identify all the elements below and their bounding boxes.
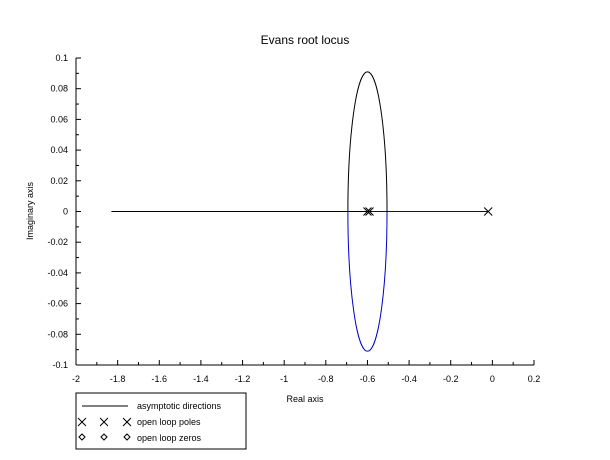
- y-tick-label: -0.04: [47, 268, 68, 278]
- legend-zeros-label: open loop zeros: [137, 433, 202, 443]
- legend-poles-label: open loop poles: [137, 417, 201, 427]
- legend-asymptote-label: asymptotic directions: [137, 401, 222, 411]
- y-tick-label: 0.1: [55, 53, 68, 63]
- legend-zero-diamond-marker: [123, 433, 131, 441]
- x-tick-label: -1.2: [235, 374, 251, 384]
- pole-marker-stroke: [99, 417, 109, 427]
- legend: asymptotic directions open loop poles op…: [75, 392, 247, 450]
- axes: -2 -1.8 -1.6 -1.4 -1.2 -1 -0.8 -0.6 -0.4 -0.2 0 0.2…: [47, 53, 540, 384]
- pole-marker-stroke: [77, 417, 87, 427]
- legend-poles-markers: [77, 417, 132, 427]
- x-tick-label: -0.6: [360, 374, 376, 384]
- x-tick-label: -2: [72, 374, 80, 384]
- y-tick-label: -0.02: [47, 237, 68, 247]
- open-loop-pole-marker: [483, 207, 493, 216]
- x-tick-label: 0: [490, 374, 495, 384]
- y-tick-label: 0.08: [50, 84, 68, 94]
- x-axis-label: Real axis: [286, 394, 324, 404]
- locus-lower-branch: [347, 211, 388, 352]
- legend-zero-diamond-marker: [100, 433, 108, 441]
- y-tick-label: 0.06: [50, 114, 68, 124]
- y-tick-label: -0.1: [52, 360, 68, 370]
- x-tick-label: -1.8: [110, 374, 126, 384]
- y-tick-label: 0.04: [50, 145, 68, 155]
- locus-upper-branch: [347, 71, 388, 212]
- x-tick-label: -0.8: [318, 374, 334, 384]
- x-tick-label: 0.2: [528, 374, 541, 384]
- y-tick-label: 0.02: [50, 176, 68, 186]
- x-tick-label: -1: [280, 374, 288, 384]
- x-tick-label: -1.6: [152, 374, 168, 384]
- y-tick-label: 0: [63, 207, 68, 217]
- chart-title: Evans root locus: [261, 33, 350, 47]
- pole-marker-stroke: [363, 207, 372, 216]
- legend-pole-x-marker: [122, 417, 132, 427]
- pole-marker-stroke: [122, 417, 132, 427]
- x-tick-label: -0.2: [443, 374, 459, 384]
- plot-series: [111, 71, 493, 352]
- open-loop-pole-marker: [365, 207, 374, 216]
- legend-pole-x-marker: [99, 417, 109, 427]
- open-loop-pole-marker: [363, 207, 372, 216]
- pole-marker-stroke: [365, 207, 374, 216]
- legend-zero-diamond-marker: [78, 433, 86, 441]
- x-tick-label: -1.4: [193, 374, 209, 384]
- x-tick-label: -0.4: [401, 374, 417, 384]
- y-axis-label: Imaginary axis: [25, 181, 35, 240]
- y-tick-label: -0.08: [47, 329, 68, 339]
- legend-zeros-markers: [78, 433, 131, 441]
- pole-marker-stroke: [483, 207, 493, 216]
- legend-pole-x-marker: [77, 417, 87, 427]
- y-tick-label: -0.06: [47, 299, 68, 309]
